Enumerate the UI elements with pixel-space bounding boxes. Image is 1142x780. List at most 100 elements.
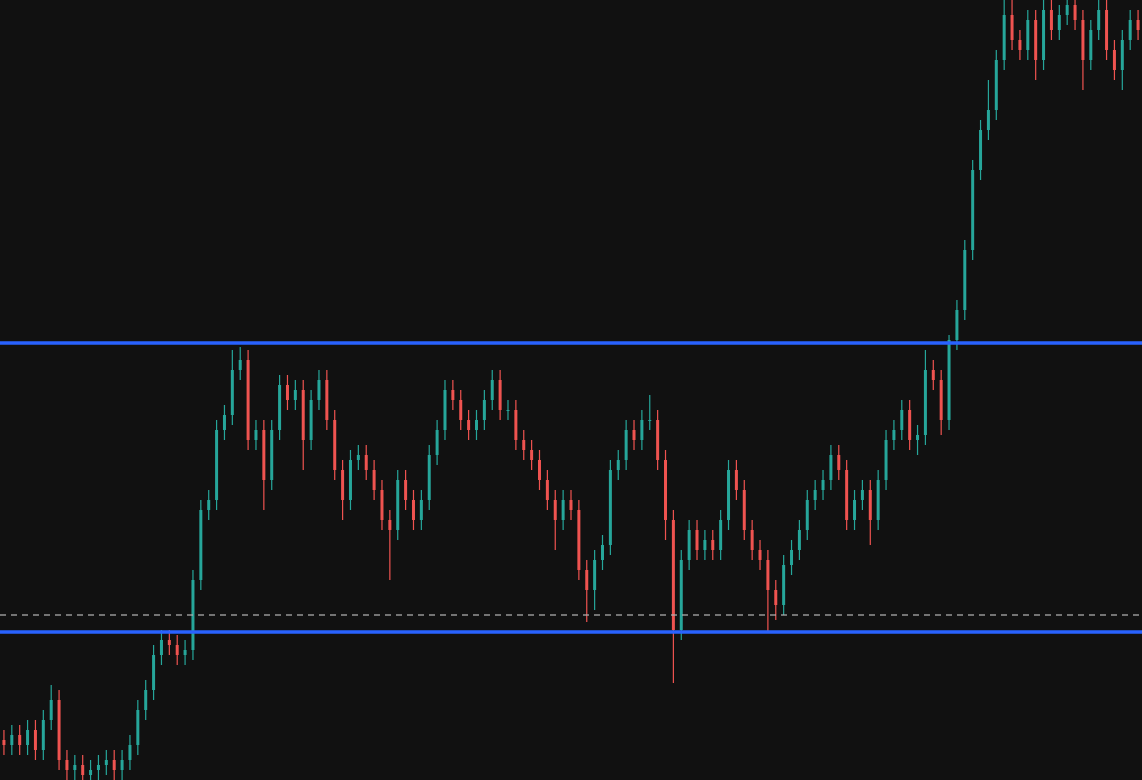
candle-body	[947, 340, 951, 420]
candle-body	[931, 370, 935, 380]
candle-body	[963, 250, 967, 310]
candle-body	[805, 500, 809, 530]
candle-body	[758, 550, 762, 560]
candle-body	[829, 455, 833, 480]
candle-body	[482, 400, 486, 420]
candle-body	[900, 410, 904, 430]
candle-body	[1057, 15, 1061, 30]
candle-body	[979, 130, 983, 170]
candle-body	[1010, 15, 1014, 40]
candle-body	[553, 500, 557, 520]
candle-body	[616, 460, 620, 470]
candle-body	[955, 310, 959, 340]
candle-body	[1128, 20, 1132, 40]
candle-body	[514, 410, 518, 440]
candle-body	[2, 740, 6, 745]
candle-body	[742, 490, 746, 530]
candle-body	[1026, 20, 1030, 50]
candle-body	[640, 420, 644, 440]
candle-body	[892, 430, 896, 440]
candle-body	[695, 530, 699, 550]
candle-body	[1105, 10, 1109, 50]
candle-body	[207, 500, 211, 510]
candle-body	[1049, 10, 1053, 30]
candle-body	[159, 640, 163, 655]
candle-body	[238, 360, 242, 370]
candle-body	[364, 455, 368, 470]
candle-body	[254, 430, 258, 440]
candle-body	[49, 700, 53, 720]
candle-body	[545, 480, 549, 500]
candle-body	[230, 370, 234, 415]
candle-body	[1065, 5, 1069, 15]
candle-body	[671, 520, 675, 630]
candle-body	[845, 470, 849, 520]
candle-body	[136, 710, 140, 745]
candle-body	[474, 420, 478, 430]
candle-body	[813, 490, 817, 500]
candle-body	[144, 690, 148, 710]
candle-body	[309, 400, 313, 440]
candle-body	[104, 760, 108, 765]
candle-body	[664, 460, 668, 520]
candle-body	[262, 430, 266, 480]
candle-body	[325, 380, 329, 420]
candle-body	[18, 735, 22, 745]
candle-body	[57, 700, 61, 760]
candle-body	[782, 565, 786, 605]
candle-body	[537, 460, 541, 480]
candle-body	[285, 385, 289, 400]
candle-body	[317, 380, 321, 400]
candle-body	[120, 760, 124, 770]
candle-body	[790, 550, 794, 565]
candle-body	[89, 770, 93, 775]
candle-body	[152, 655, 156, 690]
candle-body	[577, 510, 581, 570]
candle-body	[26, 730, 30, 745]
candle-body	[821, 480, 825, 490]
candle-body	[435, 430, 439, 455]
candle-body	[585, 570, 589, 590]
candle-body	[333, 420, 337, 470]
candle-body	[648, 420, 652, 421]
candle-body	[278, 385, 282, 430]
candle-body	[419, 500, 423, 520]
candle-body	[766, 560, 770, 590]
candle-body	[41, 720, 45, 750]
candle-body	[632, 430, 636, 440]
candle-body	[348, 460, 352, 500]
candle-body	[380, 490, 384, 520]
candle-body	[916, 435, 920, 440]
candle-body	[10, 735, 14, 745]
candle-body	[341, 470, 345, 500]
candle-body	[73, 765, 77, 770]
candle-body	[1089, 30, 1093, 60]
candle-body	[774, 590, 778, 605]
candle-body	[372, 470, 376, 490]
candle-body	[986, 110, 990, 130]
candle-body	[679, 560, 683, 630]
candle-body	[939, 380, 943, 420]
candle-body	[593, 560, 597, 590]
candle-body	[1081, 20, 1085, 60]
candle-body	[561, 500, 565, 520]
candle-body	[222, 415, 226, 430]
candle-body	[167, 640, 171, 645]
candle-body	[876, 480, 880, 520]
candle-body	[971, 170, 975, 250]
candle-body	[1042, 10, 1046, 60]
candle-body	[884, 440, 888, 480]
candle-body	[490, 380, 494, 400]
candle-body	[853, 500, 857, 520]
candle-body	[396, 480, 400, 530]
candle-body	[388, 520, 392, 530]
candle-body	[994, 60, 998, 110]
candle-body	[703, 540, 707, 550]
candle-body	[459, 400, 463, 420]
candle-body	[81, 765, 85, 775]
candle-body	[1034, 20, 1038, 60]
candle-body	[750, 530, 754, 550]
